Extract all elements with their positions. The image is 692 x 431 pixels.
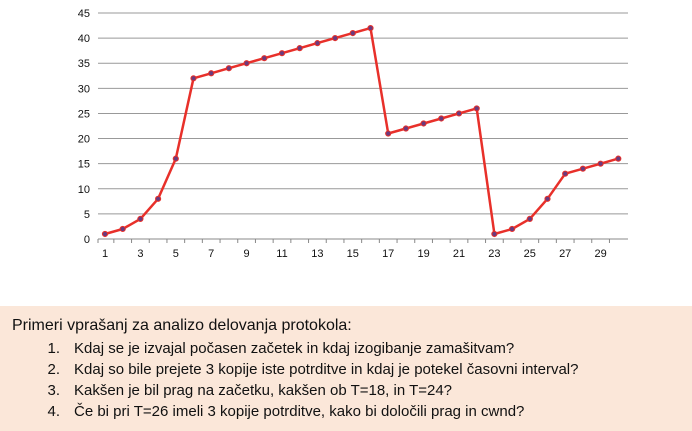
data-point xyxy=(190,75,197,82)
data-point xyxy=(314,40,321,47)
data-point xyxy=(455,110,463,117)
question-number: 1. xyxy=(47,340,60,357)
x-tick-label: 19 xyxy=(417,248,429,260)
data-point xyxy=(562,170,569,177)
question-item: 3. Kakšen je bil prag na začetku, kakšen… xyxy=(12,380,692,401)
data-point xyxy=(332,35,339,42)
question-number: 4. xyxy=(47,403,60,420)
x-tick-label: 17 xyxy=(382,248,394,260)
y-tick-label: 20 xyxy=(78,134,90,146)
y-tick-label: 45 xyxy=(78,8,90,20)
y-tick-label: 35 xyxy=(78,58,90,70)
y-tick-label: 0 xyxy=(84,234,90,246)
data-point xyxy=(349,29,356,37)
y-tick-label: 25 xyxy=(78,108,90,120)
question-item: 4. Če bi pri T=26 imeli 3 kopije potrdit… xyxy=(12,401,692,422)
data-point xyxy=(137,215,144,223)
y-tick-label: 15 xyxy=(78,159,90,171)
series-line xyxy=(103,26,620,236)
x-tick-label: 23 xyxy=(488,248,500,260)
x-tick-label: 9 xyxy=(244,248,250,260)
data-point xyxy=(208,70,215,77)
x-tick-label: 3 xyxy=(137,248,143,260)
x-tick-label: 29 xyxy=(594,248,606,260)
data-point xyxy=(579,165,587,172)
x-tick-label: 1 xyxy=(102,248,108,260)
data-point xyxy=(526,215,533,223)
x-tick-label: 13 xyxy=(311,248,323,260)
x-tick-label: 5 xyxy=(173,248,179,260)
data-point xyxy=(420,120,427,127)
y-tick-label: 40 xyxy=(78,33,90,45)
data-point xyxy=(296,45,303,52)
data-point xyxy=(491,230,498,238)
data-point xyxy=(402,125,409,132)
data-point xyxy=(438,115,445,122)
data-point xyxy=(225,65,232,72)
data-point xyxy=(278,50,286,57)
question-text: Kakšen je bil prag na začetku, kakšen ob… xyxy=(74,382,453,399)
x-tick-label: 27 xyxy=(559,248,571,260)
data-point xyxy=(367,24,374,32)
question-number: 2. xyxy=(47,361,60,378)
data-point xyxy=(243,60,250,67)
data-point xyxy=(261,55,268,62)
data-point xyxy=(597,160,604,167)
questions-title: Primeri vprašanj za analizo delovanja pr… xyxy=(12,317,352,334)
y-tick-label: 30 xyxy=(78,83,90,95)
question-text: Kdaj so bile prejete 3 kopije iste potrd… xyxy=(74,361,579,378)
x-tick-label: 21 xyxy=(453,248,465,260)
chart-area: 0 5 10 15 20 25 30 35 40 45 1 3 5 7 9 11 13 15 17 19 21 23 25 2… xyxy=(78,8,628,260)
x-tick-label: 25 xyxy=(524,248,536,260)
question-item: 1. Kdaj se je izvajal počasen začetek in… xyxy=(12,338,692,359)
question-item: 2. Kdaj so bile prejete 3 kopije iste po… xyxy=(12,359,692,380)
data-point xyxy=(119,225,126,233)
question-number: 3. xyxy=(47,382,60,399)
data-point xyxy=(615,155,622,162)
x-tick-label: 11 xyxy=(276,248,287,260)
y-tick-label: 10 xyxy=(78,184,90,196)
questions-list: 1. Kdaj se je izvajal počasen začetek in… xyxy=(12,338,692,422)
data-point xyxy=(508,225,516,233)
data-point xyxy=(172,155,179,162)
question-text: Kdaj se je izvajal počasen začetek in kd… xyxy=(74,340,515,357)
y-tick-label: 5 xyxy=(84,209,90,221)
question-text: Če bi pri T=26 imeli 3 kopije potrditve,… xyxy=(74,403,525,420)
data-point xyxy=(101,230,109,238)
data-point xyxy=(385,130,392,137)
x-tick-label: 7 xyxy=(208,248,214,260)
data-point xyxy=(473,105,480,112)
questions-panel: Primeri vprašanj za analizo delovanja pr… xyxy=(0,306,692,431)
data-point xyxy=(544,195,551,202)
data-point xyxy=(155,195,162,202)
x-tick-label: 15 xyxy=(347,248,359,260)
